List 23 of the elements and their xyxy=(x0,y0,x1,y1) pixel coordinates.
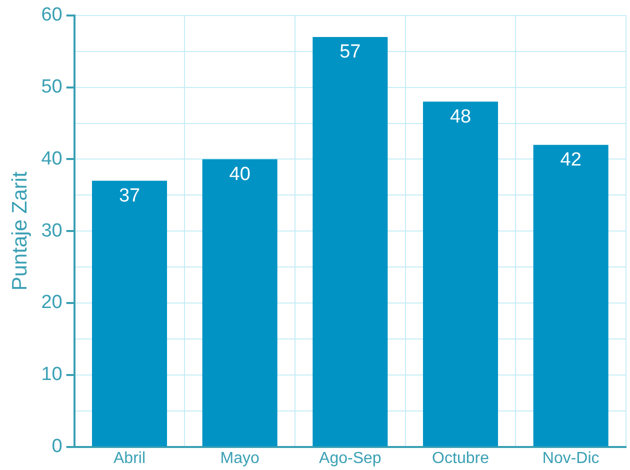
x-tick-label: Mayo xyxy=(220,450,260,467)
bar xyxy=(533,144,608,446)
bar xyxy=(422,102,498,446)
data-label: 48 xyxy=(450,106,472,128)
data-label: 57 xyxy=(340,42,361,63)
x-tick-label: Nov-Dic xyxy=(542,450,600,467)
y-tick-label: 20 xyxy=(41,292,62,314)
data-label: 37 xyxy=(118,186,140,207)
data-label: 42 xyxy=(560,150,582,171)
x-tick-label: Abril xyxy=(113,450,146,467)
data-label: 40 xyxy=(229,164,250,185)
y-tick-label: 50 xyxy=(41,76,62,98)
x-tick-label: Ago-Sep xyxy=(319,450,382,467)
y-tick-label: 30 xyxy=(41,220,62,242)
y-axis-title: Puntaje Zarit xyxy=(8,171,32,291)
bar xyxy=(92,180,168,446)
bar xyxy=(202,159,278,446)
y-tick-label: 40 xyxy=(41,148,62,170)
y-tick-label: 10 xyxy=(41,364,62,386)
y-tick-label: 60 xyxy=(41,4,62,26)
bar xyxy=(312,36,388,446)
y-tick-label: 0 xyxy=(52,436,62,458)
x-tick-label: Octubre xyxy=(432,450,490,467)
